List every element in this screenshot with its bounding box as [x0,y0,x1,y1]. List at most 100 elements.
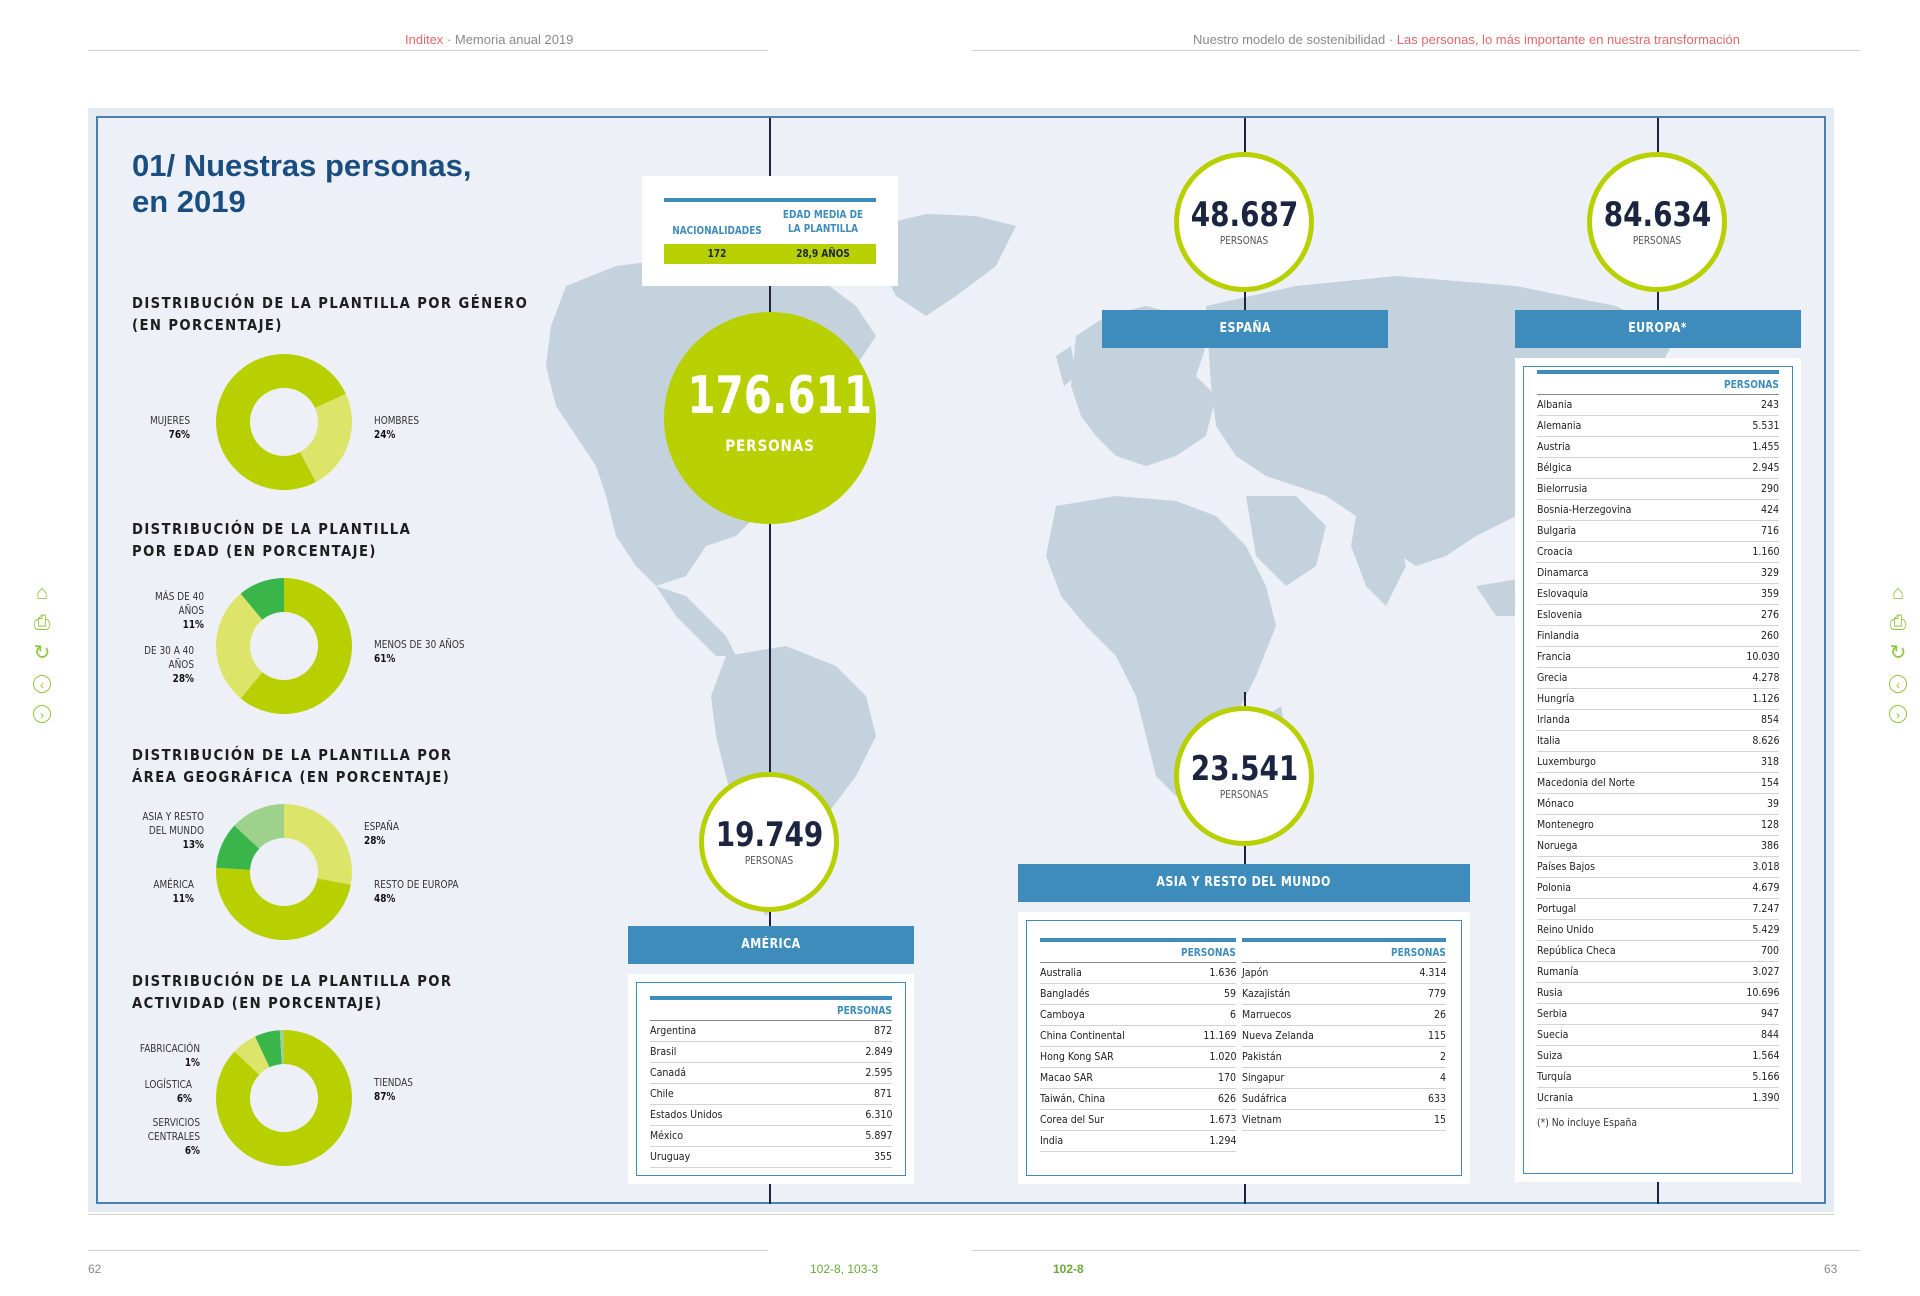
employee-count: 355 [873,1150,892,1163]
country-name: Vietnam [1242,1113,1282,1126]
table-row: Bosnia-Herzegovina 424 [1537,500,1779,521]
donut-label-mas-40: MÁS DE 40 AÑOS 11% [116,590,204,632]
employee-count: 5.166 [1751,1070,1779,1083]
gender-title-line2: (EN PORCENTAJE) [132,316,283,334]
employee-count: 4.679 [1751,881,1779,894]
donut-label-menos-30: MENOS DE 30 AÑOS 61% [374,638,476,666]
table-row: Rumanía 3.027 [1537,962,1779,983]
table-row: China Continental 11.169 [1040,1026,1236,1047]
slice-name-line1: DE 30 A 40 [144,645,194,657]
spain-circle: 48.687 PERSONAS [1174,152,1314,292]
slice-name: ESPAÑA [364,821,400,833]
table-row: Corea del Sur 1.673 [1040,1110,1236,1131]
table-row: Hong Kong SAR 1.020 [1040,1047,1236,1068]
next-icon[interactable]: › [1884,698,1912,728]
table-row: Marruecos 26 [1242,1005,1446,1026]
spain-number: 48.687 [1190,195,1299,235]
chapter-name: Las personas, lo más importante en nuest… [1396,32,1741,47]
europe-bar-label: EUROPA* [1628,321,1688,336]
country-name: Mónaco [1537,797,1574,810]
country-name: Serbia [1537,1007,1568,1020]
country-name: Bosnia-Herzegovina [1537,503,1632,516]
employee-count: 1.294 [1208,1134,1236,1147]
europe-box-frame [1523,366,1793,1174]
country-name: Taiwán, China [1040,1092,1106,1105]
donut-label-30-40: DE 30 A 40 AÑOS 28% [106,644,194,686]
next-icon[interactable]: › [28,698,56,728]
donut-slice-0 [284,804,352,885]
employee-count: 3.018 [1751,860,1779,873]
column-header-personas: PERSONAS [1181,947,1236,959]
employee-count: 700 [1760,944,1779,957]
country-name: Corea del Sur [1040,1113,1105,1126]
print-icon[interactable]: ⎙ [34,612,50,634]
slice-name-line2: AÑOS [178,605,204,617]
donut-slice-3 [234,804,284,849]
country-name: Eslovenia [1537,608,1583,621]
donut-slice-2 [216,825,260,870]
country-name: Finlandia [1537,629,1580,642]
country-name: Reino Unido [1537,923,1594,936]
page-number-right: 63 [1824,1262,1838,1276]
prev-icon[interactable]: ‹ [28,668,56,698]
table-row: Japón 4.314 [1242,963,1446,984]
total-employees-number: 176.611 [687,366,873,426]
country-name: Suecia [1537,1028,1569,1041]
employee-count: 359 [1760,587,1779,600]
country-name: Turquía [1537,1070,1572,1083]
activity-title-line1: DISTRIBUCIÓN DE LA PLANTILLA POR [132,972,453,990]
home-icon[interactable]: ⌂ [35,582,49,604]
donut-label-tiendas: TIENDAS 87% [374,1076,476,1104]
slice-name: AMÉRICA [153,879,194,891]
age-title-line2: POR EDAD (EN PORCENTAJE) [132,542,377,560]
home-icon[interactable]: ⌂ [1891,582,1905,604]
summary-values-bar [664,244,876,264]
employee-count: 4 [1439,1071,1446,1084]
header-left: Inditex · Memoria anual 2019 [405,32,573,47]
table-header: PERSONAS [1040,942,1236,963]
country-name: Suiza [1537,1049,1563,1062]
slice-value: 11% [182,619,204,631]
geo-section-title: DISTRIBUCIÓN DE LA PLANTILLA POR ÁREA GE… [132,744,453,788]
print-icon[interactable]: ⎙ [1890,612,1906,634]
table-row: Italia 8.626 [1537,731,1779,752]
employee-count: 39 [1766,797,1779,810]
employee-count: 2.945 [1751,461,1779,474]
employee-count: 871 [873,1087,892,1100]
nationalities-header: NACIONALIDADES [672,225,762,237]
table-row: Sudáfrica 633 [1242,1089,1446,1110]
brand-name: Inditex [405,32,444,47]
country-name: Polonia [1537,881,1571,894]
table-row: Camboya 6 [1040,1005,1236,1026]
prev-icon[interactable]: ‹ [1884,668,1912,698]
employee-count: 6.310 [864,1108,892,1121]
table-row: Eslovaquia 359 [1537,584,1779,605]
refresh-icon[interactable]: ↻ [1889,642,1907,664]
table-row: Chile 871 [650,1084,892,1105]
connector-line [1244,1182,1246,1204]
slice-name: TIENDAS [374,1077,413,1089]
employee-count: 15 [1433,1113,1446,1126]
activity-section-title: DISTRIBUCIÓN DE LA PLANTILLA POR ACTIVID… [132,970,453,1014]
table-row: Hungría 1.126 [1537,689,1779,710]
employee-count: 5.429 [1751,923,1779,936]
table-row: Suiza 1.564 [1537,1046,1779,1067]
gender-donut-chart [215,354,352,490]
employee-count: 10.030 [1745,650,1779,663]
country-name: Argentina [650,1024,697,1037]
country-name: República Checa [1537,944,1616,957]
avg-age-header-line2: LA PLANTILLA [787,223,858,235]
refresh-icon[interactable]: ↻ [33,642,51,664]
employee-count: 1.564 [1751,1049,1779,1062]
header-right: Nuestro modelo de sostenibilidad · Las p… [1193,32,1740,47]
footer-divider [88,1214,1834,1215]
connector-line [769,286,771,320]
nav-right: ⌂ ⎙ ↻ ‹ › [1884,578,1912,728]
table-row: Rusia 10.696 [1537,983,1779,1004]
table-row: Albania 243 [1537,395,1779,416]
table-row: Estados Unidos 6.310 [650,1105,892,1126]
slice-value: 6% [184,1145,200,1157]
country-name: Hungría [1537,692,1575,705]
connector-line [1657,118,1659,154]
country-name: Luxemburgo [1537,755,1596,768]
